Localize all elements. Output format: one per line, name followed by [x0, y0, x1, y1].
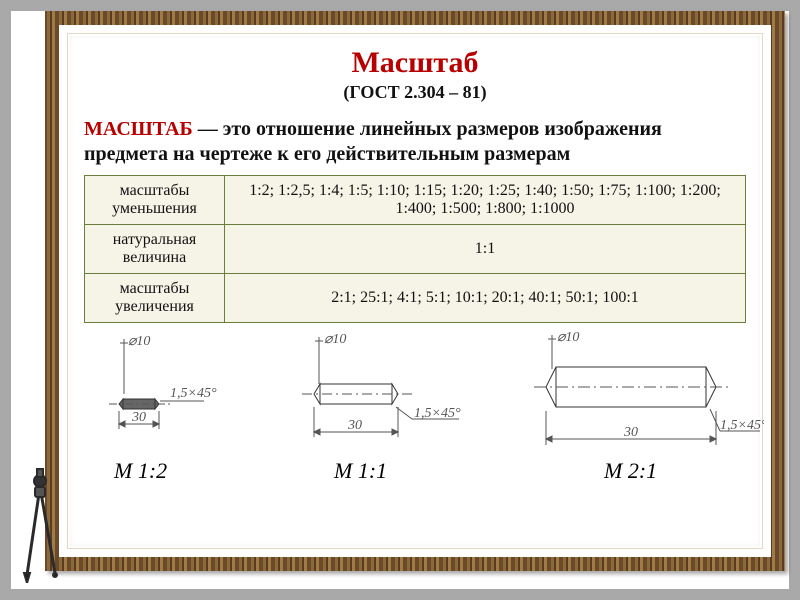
row-values: 1:1	[225, 225, 746, 274]
page-title: Масштаб	[84, 46, 746, 80]
row-values: 2:1; 25:1; 4:1; 5:1; 10:1; 20:1; 40:1; 5…	[225, 274, 746, 323]
table-row: натуральная величина 1:1	[85, 225, 746, 274]
svg-text:30: 30	[623, 425, 638, 440]
figure-label: М 1:1	[334, 458, 387, 484]
scale-figures: ⌀10 1,5×45°	[84, 329, 746, 509]
row-label: масштабы уменьшения	[85, 176, 225, 225]
svg-text:⌀10: ⌀10	[557, 330, 579, 345]
svg-text:⌀10: ⌀10	[128, 334, 150, 349]
compass-icon	[15, 463, 65, 583]
figure-m1-2: ⌀10 1,5×45°	[84, 329, 264, 484]
figure-m2-1: ⌀10 1,5×45°	[524, 329, 764, 484]
svg-text:30: 30	[347, 418, 362, 433]
figure-label: М 1:2	[114, 458, 167, 484]
figure-m1-1: ⌀10 1,5×45°	[284, 329, 504, 484]
subtitle-gost: (ГОСТ 2.304 – 81)	[84, 82, 746, 103]
row-values: 1:2; 1:2,5; 1:4; 1:5; 1:10; 1:15; 1:20; …	[225, 176, 746, 225]
row-label: масштабы увеличения	[85, 274, 225, 323]
svg-text:⌀10: ⌀10	[324, 332, 346, 347]
definition: МАСШТАБ — это отношение линейных размеро…	[84, 117, 746, 167]
figure-label: М 2:1	[604, 458, 657, 484]
table-row: масштабы уменьшения 1:2; 1:2,5; 1:4; 1:5…	[85, 176, 746, 225]
scale-table: масштабы уменьшения 1:2; 1:2,5; 1:4; 1:5…	[84, 175, 746, 323]
svg-text:30: 30	[131, 410, 146, 425]
table-row: масштабы увеличения 2:1; 25:1; 4:1; 5:1;…	[85, 274, 746, 323]
row-label: натуральная величина	[85, 225, 225, 274]
definition-term: МАСШТАБ	[84, 118, 193, 140]
svg-text:1,5×45°: 1,5×45°	[170, 386, 217, 401]
